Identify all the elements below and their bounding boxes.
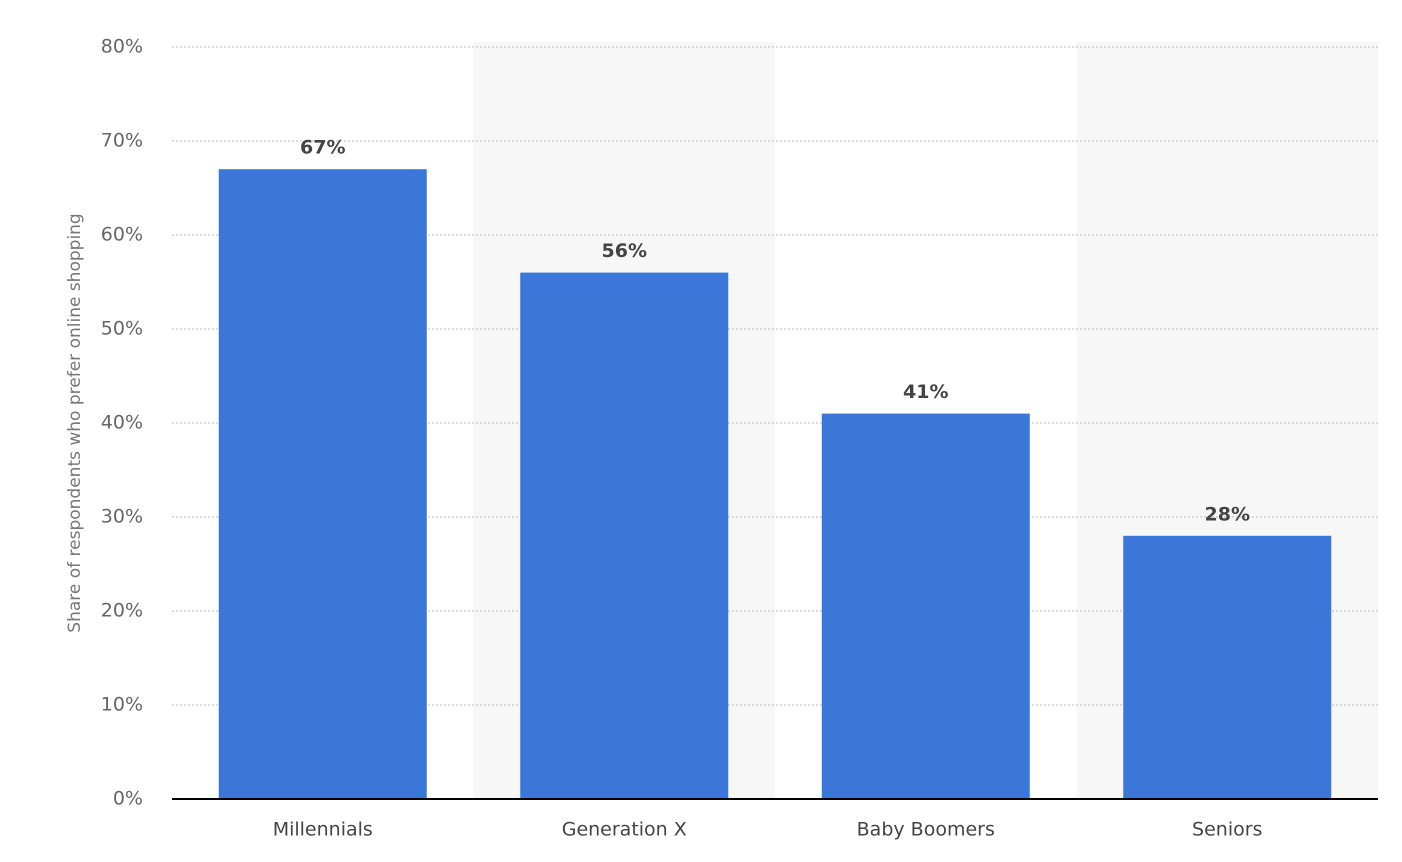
value-label: 41% bbox=[903, 381, 948, 403]
bar bbox=[1123, 535, 1332, 799]
y-tick-label: 40% bbox=[101, 412, 143, 434]
value-label: 28% bbox=[1205, 503, 1250, 525]
bar bbox=[821, 413, 1030, 799]
bar bbox=[520, 272, 729, 800]
x-tick-label: Seniors bbox=[1192, 819, 1262, 841]
x-tick-label: Millennials bbox=[273, 819, 373, 841]
y-tick-label: 80% bbox=[101, 36, 143, 58]
y-tick-label: 10% bbox=[101, 694, 143, 716]
y-tick-label: 30% bbox=[101, 506, 143, 528]
x-tick-label: Baby Boomers bbox=[857, 819, 995, 841]
y-axis-label: Share of respondents who prefer online s… bbox=[65, 213, 85, 632]
value-label: 67% bbox=[300, 137, 345, 159]
bar bbox=[218, 169, 427, 799]
y-tick-label: 60% bbox=[101, 224, 143, 246]
y-tick-label: 0% bbox=[113, 788, 143, 810]
y-tick-label: 70% bbox=[101, 130, 143, 152]
y-tick-label: 50% bbox=[101, 318, 143, 340]
y-tick-label: 20% bbox=[101, 600, 143, 622]
value-label: 56% bbox=[602, 240, 647, 262]
x-tick-label: Generation X bbox=[562, 819, 687, 841]
